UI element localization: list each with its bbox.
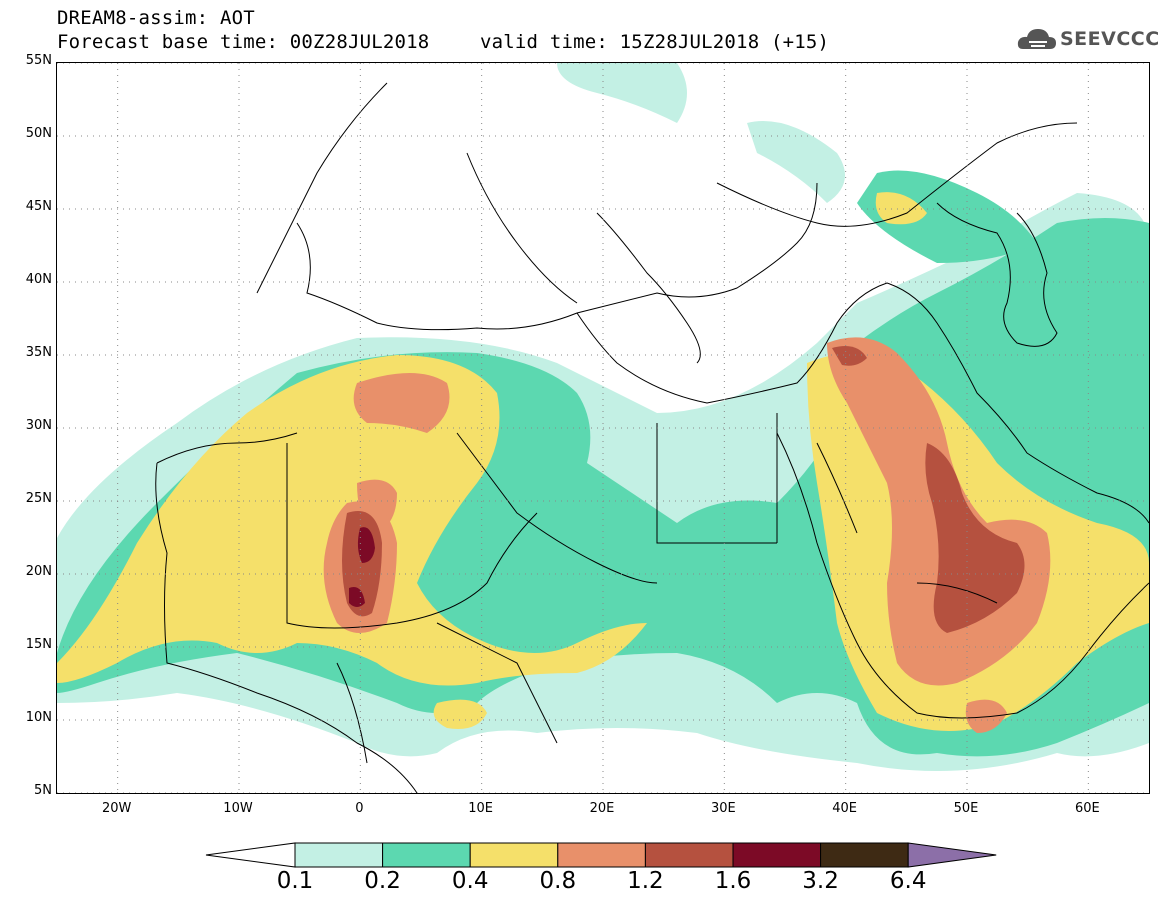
aot-map (57, 63, 1149, 793)
grid-lines (57, 63, 1149, 793)
coastlines (155, 82, 1149, 793)
map-plot (56, 62, 1150, 794)
logo-text: SEEVCCC (1060, 28, 1160, 50)
lat-tick-label: 40N (25, 272, 52, 287)
lon-tick-label: 30E (710, 801, 736, 816)
lat-tick-label: 5N (34, 783, 52, 798)
colorbar-swatch (732, 842, 822, 868)
colorbar-label: 0.4 (451, 868, 489, 894)
colorbar-label: 0.1 (276, 868, 314, 894)
lat-tick-label: 55N (25, 53, 52, 68)
lon-tick-label: 10W (223, 801, 253, 816)
valid-time: valid time: 15Z28JUL2018 (+15) (480, 31, 830, 53)
colorbar-label: 1.2 (627, 868, 664, 894)
lon-tick-label: 50E (953, 801, 979, 816)
lon-tick-label: 0 (355, 801, 364, 816)
lat-tick-label: 25N (25, 491, 52, 506)
lon-tick-label: 20W (101, 801, 132, 816)
lat-tick-label: 35N (25, 345, 52, 360)
aot-band-1-6 (349, 527, 375, 607)
colorbar-label: 3.2 (802, 868, 839, 894)
colorbar-swatch (294, 842, 384, 868)
colorbar-label: 6.4 (889, 868, 927, 894)
chart-title: DREAM8-assim: AOT (57, 7, 255, 29)
lat-tick-label: 20N (25, 564, 52, 579)
colorbar-high-arrow (907, 842, 997, 868)
lat-tick-label: 10N (25, 710, 52, 725)
lon-tick-label: 60E (1074, 801, 1100, 816)
colorbar-label: 0.8 (539, 868, 577, 894)
forecast-base-time: Forecast base time: 00Z28JUL2018 (57, 31, 430, 53)
colorbar-low-arrow (205, 842, 296, 868)
colorbar-label: 1.6 (714, 868, 752, 894)
lon-tick-label: 20E (589, 801, 615, 816)
colorbar-swatch (469, 842, 559, 868)
colorbar-swatch (557, 842, 646, 868)
colorbar-swatch (820, 842, 909, 868)
lon-tick-label: 40E (832, 801, 858, 816)
lat-tick-label: 45N (25, 199, 52, 214)
lon-tick-label: 10E (468, 801, 494, 816)
lat-tick-label: 30N (25, 418, 52, 433)
colorbar-swatch (382, 842, 471, 868)
colorbar-swatch (644, 842, 734, 868)
lat-tick-label: 50N (25, 126, 52, 141)
lat-tick-label: 15N (25, 637, 52, 652)
colorbar (205, 842, 997, 868)
cloud-icon (1017, 29, 1056, 49)
colorbar-label: 0.2 (364, 868, 401, 894)
